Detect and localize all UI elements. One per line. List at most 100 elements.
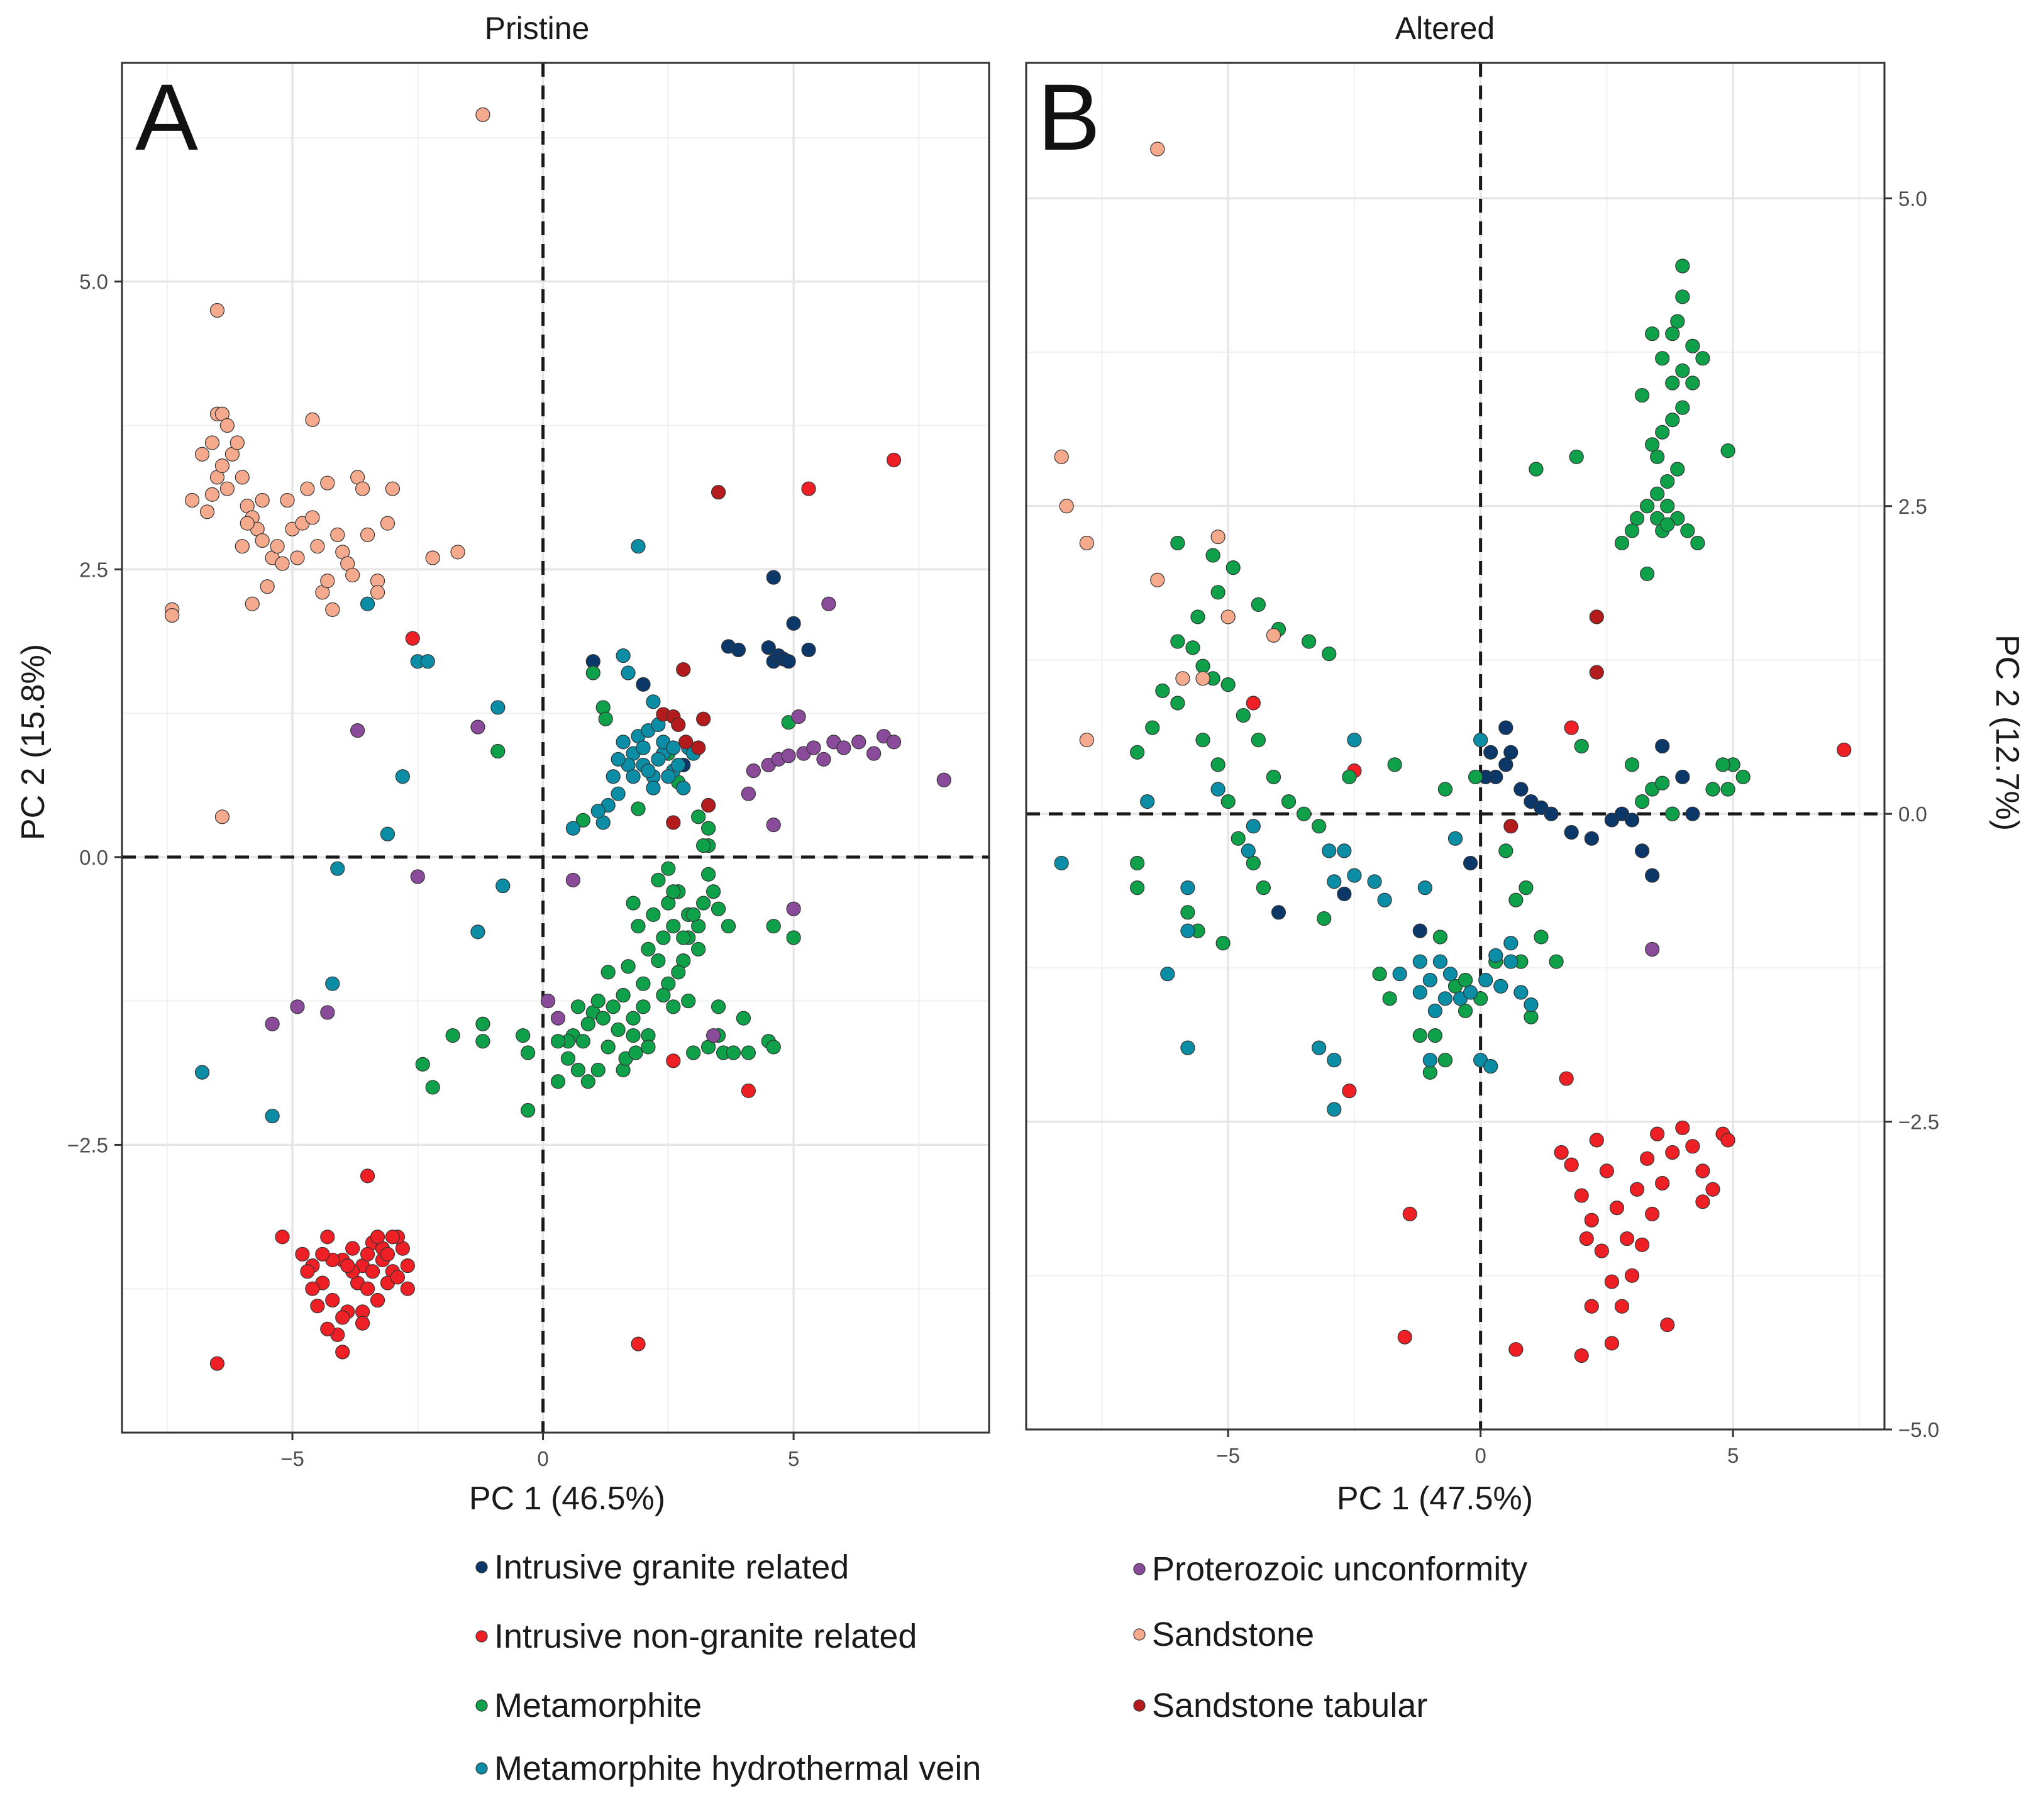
data-point bbox=[646, 694, 661, 709]
data-point bbox=[380, 516, 396, 531]
series-metamorphite-hydrothermal-vein bbox=[194, 539, 701, 1124]
data-point bbox=[1059, 499, 1074, 514]
data-point bbox=[1180, 880, 1195, 896]
data-point bbox=[1579, 1231, 1594, 1246]
data-point bbox=[1524, 997, 1539, 1013]
data-point bbox=[1347, 868, 1362, 883]
data-point bbox=[290, 550, 305, 565]
data-point bbox=[1584, 1212, 1599, 1228]
data-point bbox=[575, 813, 590, 828]
data-point bbox=[1130, 855, 1145, 871]
data-point bbox=[350, 723, 365, 738]
data-point bbox=[705, 1028, 721, 1043]
data-point bbox=[701, 867, 716, 882]
data-point bbox=[1210, 530, 1225, 545]
data-point bbox=[340, 1258, 355, 1273]
data-point bbox=[1589, 609, 1604, 624]
data-point bbox=[1397, 1329, 1412, 1345]
panel-b-points bbox=[1054, 141, 1852, 1363]
data-point bbox=[1302, 634, 1317, 649]
data-point bbox=[265, 1109, 280, 1124]
y-tick-label: 0.0 bbox=[1898, 802, 1927, 826]
data-point bbox=[886, 735, 902, 750]
data-point bbox=[661, 861, 676, 876]
data-point bbox=[550, 1034, 566, 1049]
data-point bbox=[300, 481, 315, 496]
data-point bbox=[1655, 351, 1670, 366]
data-point bbox=[1412, 985, 1427, 1000]
data-point bbox=[395, 769, 410, 784]
data-point bbox=[721, 919, 736, 934]
data-point bbox=[1503, 745, 1519, 760]
data-point bbox=[1508, 892, 1524, 907]
data-point bbox=[310, 539, 325, 554]
data-point bbox=[1432, 929, 1448, 945]
data-point bbox=[199, 504, 215, 519]
data-point bbox=[666, 1053, 681, 1068]
data-point bbox=[1312, 819, 1327, 834]
data-point bbox=[666, 815, 681, 830]
data-point bbox=[1437, 1053, 1453, 1068]
data-point bbox=[1640, 499, 1655, 514]
data-point bbox=[214, 458, 230, 474]
data-point bbox=[711, 999, 726, 1014]
data-point bbox=[1574, 738, 1589, 754]
data-point bbox=[1685, 806, 1700, 821]
data-point bbox=[165, 608, 180, 623]
data-point bbox=[1427, 1028, 1442, 1043]
data-point bbox=[1503, 819, 1519, 834]
data-point bbox=[1705, 1182, 1720, 1197]
data-point bbox=[766, 919, 781, 934]
data-point bbox=[1614, 535, 1630, 551]
data-point bbox=[1655, 738, 1670, 754]
data-point bbox=[1377, 892, 1392, 907]
data-point bbox=[1624, 813, 1640, 828]
data-point bbox=[1624, 523, 1640, 538]
data-point bbox=[616, 987, 631, 1003]
data-point bbox=[711, 485, 726, 500]
data-point bbox=[611, 786, 626, 801]
data-point bbox=[821, 596, 836, 611]
data-point bbox=[570, 1062, 585, 1078]
data-point bbox=[1629, 1182, 1645, 1197]
data-point bbox=[325, 976, 340, 991]
data-point bbox=[1584, 831, 1599, 846]
data-point bbox=[1220, 794, 1236, 809]
data-point bbox=[1215, 936, 1231, 951]
data-point bbox=[1665, 806, 1680, 821]
data-point bbox=[1655, 1175, 1670, 1191]
data-point bbox=[270, 539, 285, 554]
data-point bbox=[1246, 819, 1261, 834]
data-point bbox=[580, 1074, 595, 1089]
data-point bbox=[636, 677, 651, 692]
panel-b-altered: Altered B −5 0 5 −5.0 −2.5 0.0 2.5 5.0 PC 1 (47… bbox=[1025, 11, 2025, 1517]
data-point bbox=[420, 654, 435, 669]
data-point bbox=[626, 769, 641, 784]
data-point bbox=[1246, 696, 1261, 711]
data-point bbox=[626, 1011, 641, 1026]
data-point bbox=[240, 516, 255, 531]
data-point bbox=[1685, 338, 1700, 353]
data-point bbox=[1155, 683, 1170, 699]
data-point bbox=[1372, 967, 1387, 982]
data-point bbox=[851, 735, 866, 750]
data-point bbox=[641, 763, 656, 779]
x-tick-label: 5 bbox=[788, 1447, 799, 1470]
data-point bbox=[1665, 375, 1680, 391]
series-proterozoic-unconformity bbox=[265, 596, 951, 1043]
data-point bbox=[1327, 1053, 1342, 1068]
series-sandstone bbox=[165, 107, 490, 824]
data-point bbox=[641, 941, 656, 957]
data-point bbox=[360, 1246, 375, 1262]
data-point bbox=[671, 717, 686, 732]
data-point bbox=[1655, 424, 1670, 440]
data-point bbox=[1170, 634, 1185, 649]
series-sandstone-tabular bbox=[656, 485, 726, 830]
data-point bbox=[1837, 742, 1852, 757]
data-point bbox=[1054, 449, 1069, 465]
data-point bbox=[1735, 769, 1751, 785]
data-point bbox=[696, 838, 711, 853]
data-point bbox=[295, 1246, 310, 1262]
data-point bbox=[219, 481, 235, 496]
data-point bbox=[355, 1316, 370, 1331]
